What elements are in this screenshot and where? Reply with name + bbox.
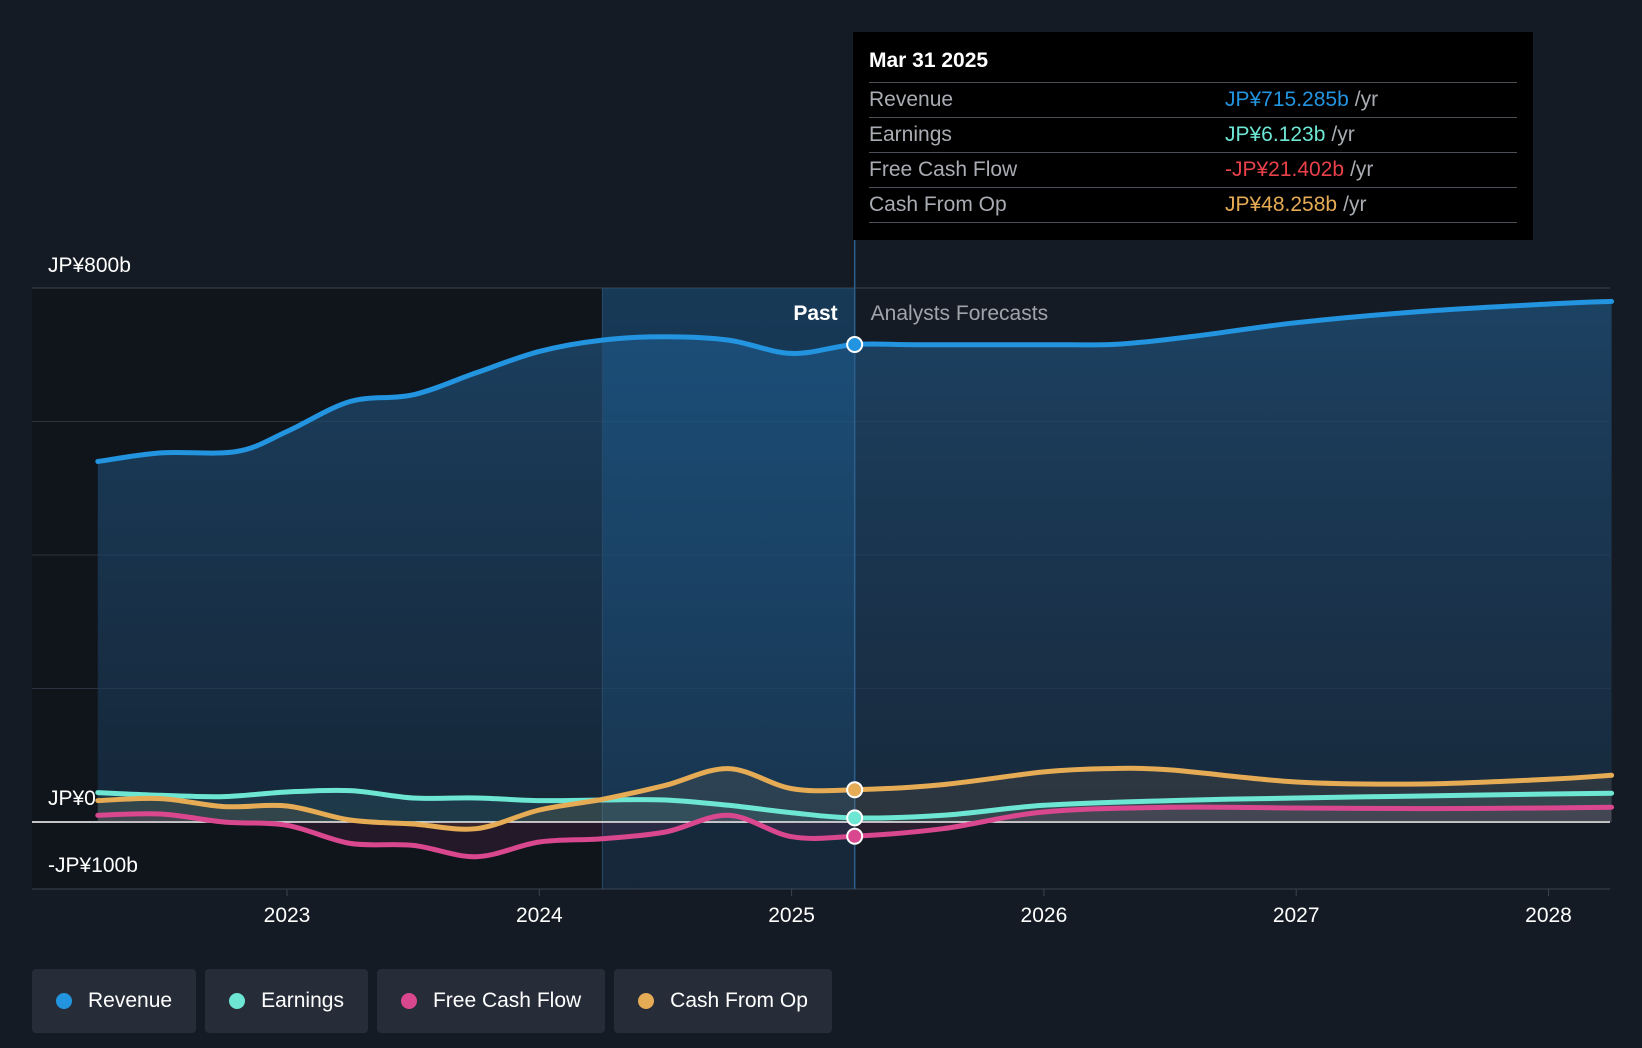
tooltip-value-earnings: JP¥6.123b	[1225, 123, 1326, 146]
forecast-label: Analysts Forecasts	[871, 302, 1048, 325]
x-tick-label: 2026	[1021, 904, 1068, 927]
x-tick-label: 2027	[1273, 904, 1320, 927]
y-label-top: JP¥800b	[48, 254, 131, 277]
cfo-marker	[846, 781, 864, 799]
x-tick-label: 2028	[1525, 904, 1572, 927]
tooltip-value-revenue: JP¥715.285b	[1225, 88, 1349, 111]
legend-dot-icon	[229, 993, 246, 1009]
tooltip-row-revenue: Revenue JP¥715.285b /yr	[869, 83, 1517, 118]
tooltip-row-fcf: Free Cash Flow -JP¥21.402b /yr	[869, 153, 1517, 188]
tooltip-row-cfo: Cash From Op JP¥48.258b /yr	[869, 188, 1517, 223]
legend-item-revenue[interactable]: Revenue	[32, 969, 197, 1033]
earnings-line	[95, 787, 1615, 821]
tooltip-unit: /yr	[1343, 193, 1367, 216]
legend-item-earnings[interactable]: Earnings	[205, 969, 368, 1033]
fcf-marker	[846, 827, 864, 845]
tooltip-unit: /yr	[1354, 88, 1379, 111]
legend-label: Earnings	[261, 989, 344, 1012]
legend-item-fcf[interactable]: Free Cash Flow	[376, 969, 606, 1033]
tooltip-value-cfo: JP¥48.258b	[1225, 193, 1338, 216]
revenue-line	[95, 298, 1615, 464]
legend-label: Cash From Op	[670, 989, 808, 1012]
tooltip-unit: /yr	[1350, 158, 1374, 181]
tooltip-row-earnings: Earnings JP¥6.123b /yr	[869, 118, 1517, 153]
earnings-marker	[846, 809, 864, 827]
legend-dot-icon	[56, 993, 72, 1009]
x-tick-label: 2023	[264, 904, 311, 927]
tooltip-label: Free Cash Flow	[869, 158, 1018, 181]
x-tick-label: 2024	[516, 904, 563, 927]
legend-dot-icon	[400, 993, 417, 1009]
past-label: Past	[793, 302, 837, 325]
y-label-zero: JP¥0	[48, 787, 96, 810]
tooltip-label: Earnings	[869, 123, 952, 146]
legend-label: Free Cash Flow	[432, 989, 582, 1012]
legend-label: Revenue	[88, 989, 173, 1012]
fcf-line	[95, 804, 1615, 860]
revenue-marker	[846, 336, 864, 354]
chart-legend: Revenue Earnings Free Cash Flow Cash Fro…	[32, 969, 832, 1033]
tooltip-label: Revenue	[869, 88, 954, 111]
tooltip-label: Cash From Op	[869, 193, 1007, 216]
data-tooltip: Mar 31 2025 Revenue JP¥715.285b /yr Earn…	[853, 32, 1533, 240]
x-tick-label: 2025	[768, 904, 815, 927]
cfo-area	[97, 768, 1612, 830]
tooltip-date: Mar 31 2025	[869, 46, 1517, 83]
y-label-bottom: -JP¥100b	[48, 854, 138, 877]
tooltip-unit: /yr	[1331, 123, 1355, 146]
legend-item-cfo[interactable]: Cash From Op	[614, 969, 832, 1033]
cfo-line	[95, 765, 1615, 832]
tooltip-value-fcf: -JP¥21.402b	[1225, 158, 1345, 181]
legend-dot-icon	[638, 993, 655, 1009]
